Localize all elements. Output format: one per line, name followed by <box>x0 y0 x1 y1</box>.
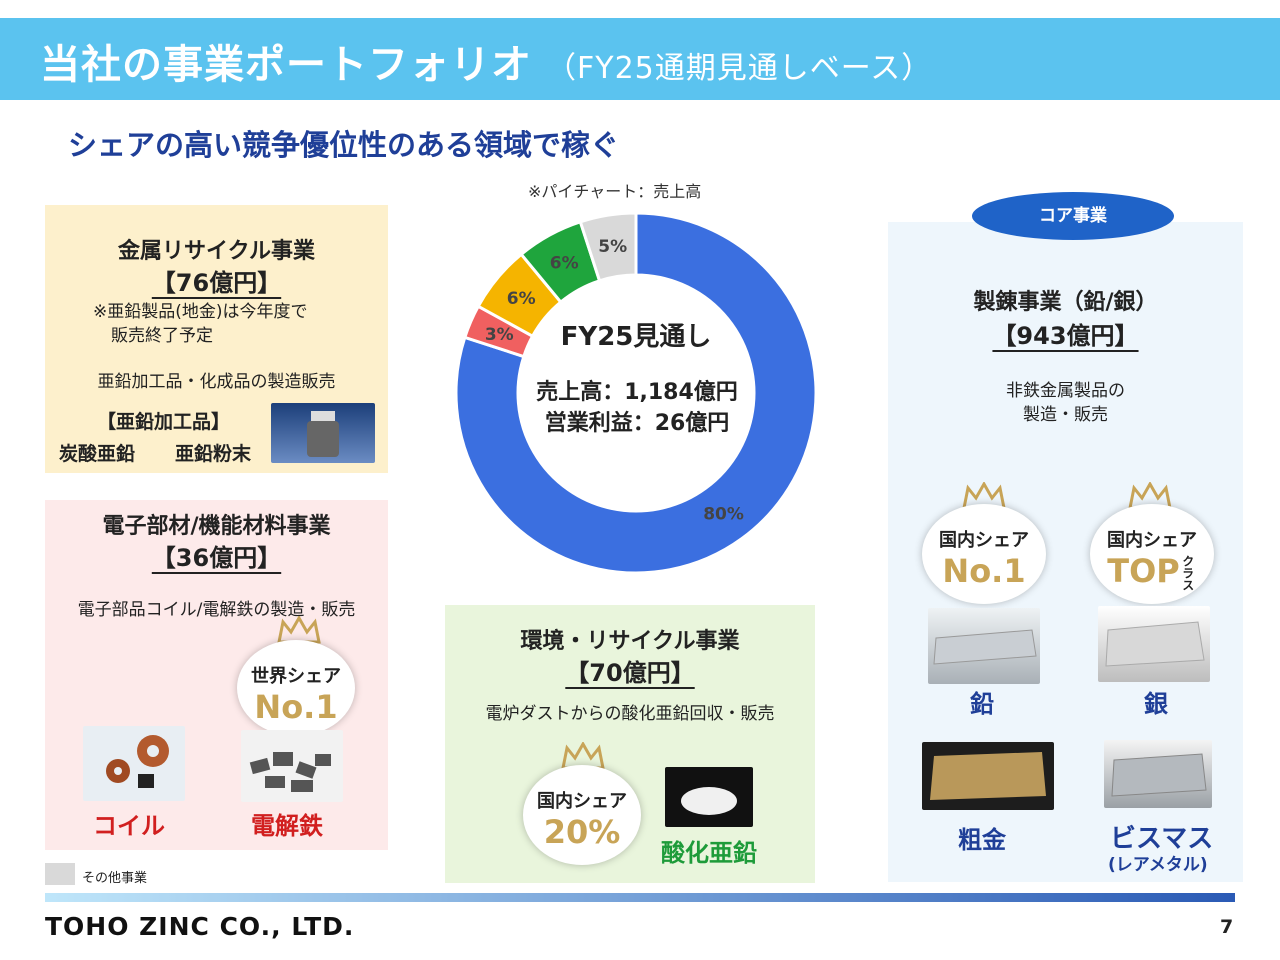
pie-slice-label: 6% <box>507 289 536 309</box>
ingot-icon <box>1111 753 1207 797</box>
world-share-badge: 世界シェア No.1 <box>237 640 355 736</box>
gold-ingot-photo <box>922 742 1054 810</box>
footer-divider <box>45 893 1235 902</box>
smelting-panel: 製錬事業（鉛/銀） 【943億円】 非鉄金属製品の 製造・販売 国内シェア No… <box>888 222 1243 882</box>
domestic-share-value: 20% <box>543 813 621 851</box>
smelting-title: 製錬事業（鉛/銀） <box>973 290 1158 315</box>
silver-share-badge: 国内シェア TOPクラス <box>1090 504 1214 604</box>
ingot-icon <box>930 752 1046 800</box>
zinc-carbonate-label: 炭酸亜鉛 <box>59 443 136 465</box>
env-desc: 電炉ダストからの酸化亜鉛回収・販売 <box>485 704 775 724</box>
crown-icon <box>277 616 321 644</box>
legend-other-swatch <box>45 863 75 885</box>
zinc-product-photo <box>271 403 375 463</box>
lead-share-label: 国内シェア <box>939 530 1029 551</box>
domestic-share-badge: 国内シェア 20% <box>523 765 641 865</box>
powder-jar-icon <box>307 411 339 457</box>
electronic-desc: 電子部品コイル/電解鉄の製造・販売 <box>77 600 356 620</box>
legend-other-label: その他事業 <box>82 871 148 886</box>
bismuth-sublabel: (レアメタル) <box>1108 855 1208 875</box>
bismuth-ingot-photo <box>1104 740 1212 808</box>
electrolytic-iron-label: 電解鉄 <box>251 812 323 840</box>
title-bar: 当社の事業ポートフォリオ （FY25通期見通しベース） <box>0 18 1280 100</box>
world-share-value: No.1 <box>254 688 338 726</box>
metal-recycle-note1: ※亜鉛製品(地金)は今年度で <box>93 302 308 322</box>
page-subtitle: シェアの高い競争優位性のある領域で稼ぐ <box>68 128 620 162</box>
company-logo: TOHO ZINC CO., LTD. <box>45 912 355 941</box>
coil-icon <box>106 735 169 788</box>
smelting-desc1: 非鉄金属製品の <box>1006 381 1125 401</box>
donut-center-profit: 営業利益：26億円 <box>544 411 730 436</box>
lead-label: 鉛 <box>970 690 994 718</box>
zinc-product-head: 【亜鉛加工品】 <box>97 411 231 433</box>
coil-label: コイル <box>93 812 165 840</box>
electronic-panel: 電子部材/機能材料事業 【36億円】 電子部品コイル/電解鉄の製造・販売 世界シ… <box>45 500 388 850</box>
zinc-oxide-photo <box>665 767 753 827</box>
pie-slice-label: 5% <box>598 237 627 257</box>
sales-donut-chart: 80% 3% 6% 6% 5% <box>456 213 816 573</box>
crown-icon <box>561 742 605 770</box>
electronic-title: 電子部材/機能材料事業 <box>102 514 331 539</box>
env-amount: 【70億円】 <box>565 659 695 687</box>
pie-slice-label: 6% <box>550 253 579 273</box>
crown-icon <box>1128 482 1172 510</box>
pie-slice-label: 80% <box>703 505 744 525</box>
zinc-oxide-label: 酸化亜鉛 <box>661 839 757 867</box>
powder-pile-icon <box>681 787 737 815</box>
iron-flakes-icon <box>249 752 331 792</box>
env-title: 環境・リサイクル事業 <box>520 629 740 654</box>
domestic-share-label: 国内シェア <box>537 791 627 812</box>
page-title-main: 当社の事業ポートフォリオ <box>40 42 532 88</box>
metal-recycle-title: 金属リサイクル事業 <box>118 239 315 264</box>
lead-ingot-photo <box>928 608 1040 684</box>
metal-recycle-note2: 販売終了予定 <box>111 326 213 346</box>
crown-icon <box>962 482 1006 510</box>
ingot-icon <box>933 629 1037 665</box>
world-share-label: 世界シェア <box>251 666 341 687</box>
ingot-icon <box>1105 621 1205 667</box>
smelting-amount: 【943億円】 <box>992 322 1139 350</box>
metal-recycle-amount: 【76億円】 <box>151 269 282 297</box>
pie-note: ※パイチャート：売上高 <box>528 182 702 201</box>
pie-slice-label: 3% <box>485 325 514 345</box>
electrolytic-iron-photo <box>241 730 343 802</box>
page-title: 当社の事業ポートフォリオ （FY25通期見通しベース） <box>40 32 932 90</box>
metal-recycle-panel: 金属リサイクル事業 【76億円】 ※亜鉛製品(地金)は今年度で 販売終了予定 亜… <box>45 205 388 473</box>
lead-share-badge: 国内シェア No.1 <box>922 504 1046 604</box>
smelting-desc2: 製造・販売 <box>1023 405 1108 425</box>
silver-share-value: TOPクラス <box>1090 552 1214 591</box>
core-business-tag: コア事業 <box>972 192 1174 240</box>
bismuth-label: ビスマス <box>1110 824 1214 854</box>
metal-recycle-desc: 亜鉛加工品・化成品の製造販売 <box>97 372 336 392</box>
zinc-powder-label: 亜鉛粉末 <box>175 443 252 465</box>
page-title-sub: （FY25通期見通しベース） <box>546 51 933 86</box>
gold-label: 粗金 <box>958 826 1006 854</box>
coil-photo <box>83 726 185 801</box>
silver-share-class: クラス <box>1180 555 1195 591</box>
silver-share-label: 国内シェア <box>1107 530 1197 551</box>
page-number: 7 <box>1220 916 1234 938</box>
lead-share-value: No.1 <box>942 552 1026 590</box>
donut-center-sales: 売上高：1,184億円 <box>536 380 738 405</box>
silver-ingot-photo <box>1098 606 1210 682</box>
pie-slice <box>578 213 638 283</box>
silver-share-top: TOP <box>1107 552 1180 590</box>
electronic-amount: 【36億円】 <box>151 544 282 572</box>
pie-slice <box>456 213 816 573</box>
silver-label: 銀 <box>1144 690 1168 718</box>
env-recycle-panel: 環境・リサイクル事業 【70億円】 電炉ダストからの酸化亜鉛回収・販売 国内シェ… <box>445 605 815 883</box>
donut-center-title: FY25見通し <box>560 322 712 352</box>
